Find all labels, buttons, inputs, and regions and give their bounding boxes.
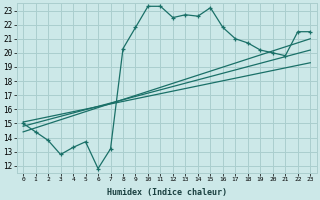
- X-axis label: Humidex (Indice chaleur): Humidex (Indice chaleur): [107, 188, 227, 197]
